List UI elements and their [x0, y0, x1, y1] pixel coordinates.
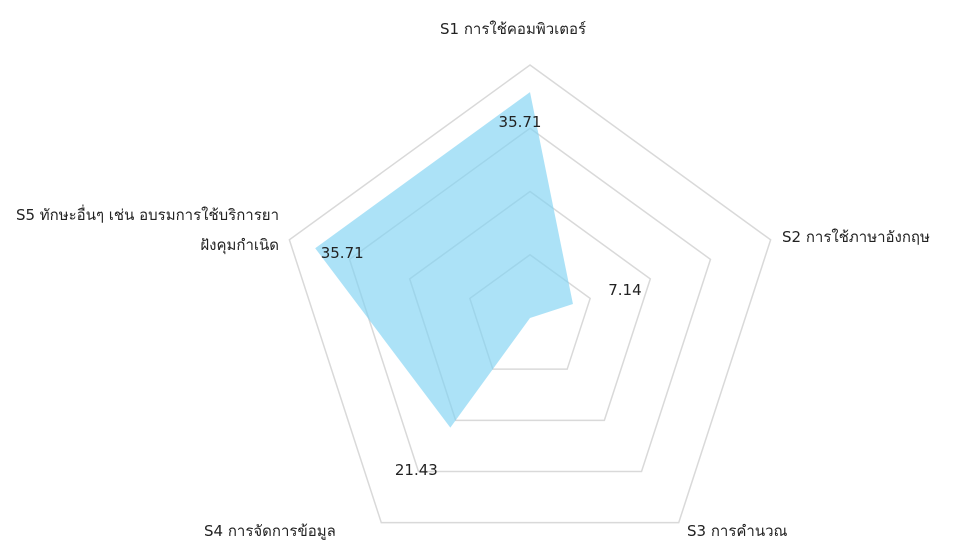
- data-label: 35.71: [498, 113, 542, 132]
- category-label: S5 ทักษะอื่นๆ เช่น อบรมการใช้บริการยาฝัง…: [15, 206, 279, 254]
- radar-area: [315, 92, 573, 428]
- data-label: 21.43: [394, 460, 438, 479]
- data-label: 7.14: [608, 281, 642, 300]
- category-label: S2 การใช้ภาษาอังกฤษ: [782, 228, 930, 246]
- category-label: S1 การใช้คอมพิวเตอร์: [440, 20, 587, 38]
- grid-ring: [288, 64, 772, 524]
- category-label: S3 การคำนวณ: [687, 522, 788, 540]
- category-label: S4 การจัดการข้อมูล: [204, 522, 336, 540]
- data-label: 35.71: [320, 244, 364, 263]
